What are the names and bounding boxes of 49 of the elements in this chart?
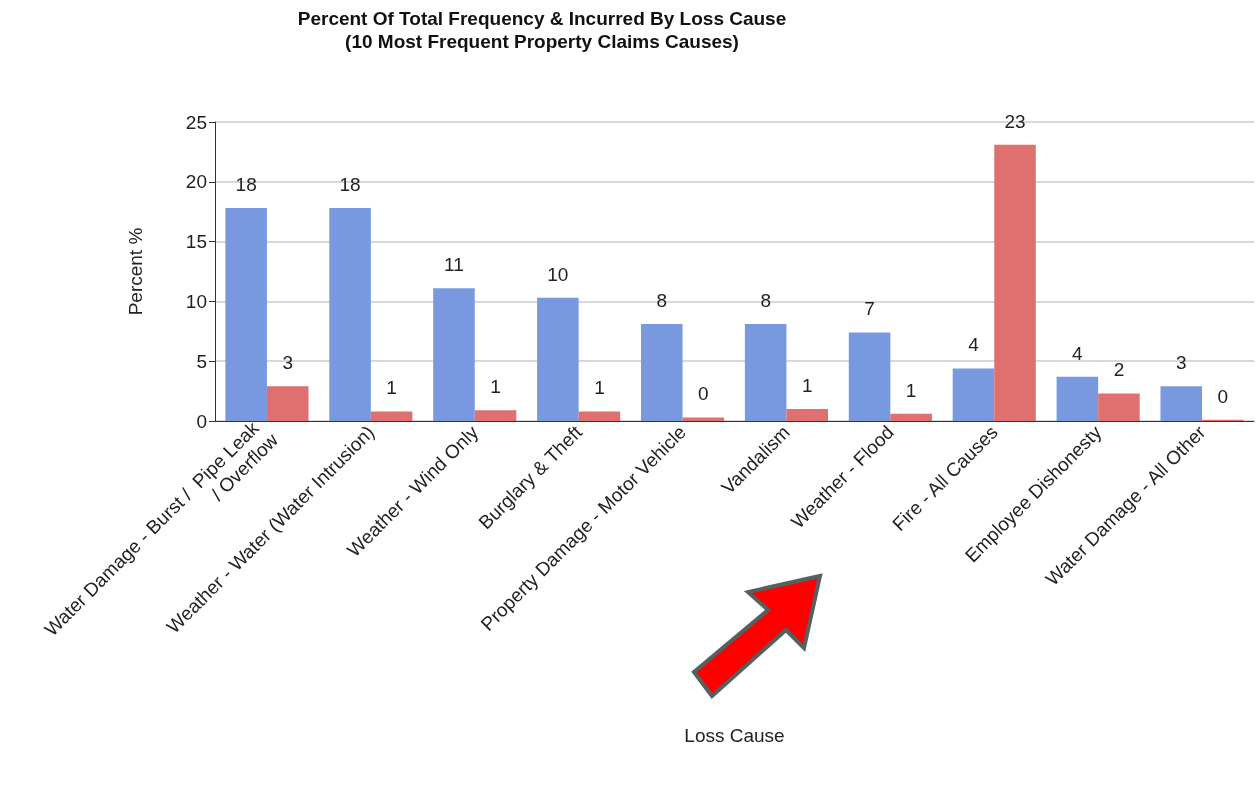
bar	[1098, 393, 1140, 421]
bar	[952, 368, 995, 421]
data-label: 3	[282, 352, 294, 374]
bar	[1056, 376, 1099, 421]
data-label: 7	[864, 298, 875, 320]
bar	[682, 417, 725, 421]
bar	[474, 410, 517, 421]
bar	[329, 208, 371, 421]
bar	[890, 413, 932, 421]
y-tick-label: 10	[185, 290, 207, 312]
bar	[744, 324, 787, 421]
data-label: 1	[801, 375, 813, 397]
chart-title: Percent Of Total Frequency & Incurred By Loss Cause	[297, 8, 787, 29]
chart-subtitle: (10 Most Frequent Property Claims Causes)	[345, 31, 739, 52]
data-label: 1	[386, 377, 397, 399]
data-label: 18	[235, 174, 257, 196]
bar	[433, 288, 475, 421]
data-label: 4	[1072, 342, 1084, 364]
y-tick-label: 0	[196, 410, 207, 432]
data-label: 1	[594, 377, 605, 399]
data-label: 18	[339, 174, 361, 196]
bar	[994, 144, 1036, 421]
y-tick-label: 15	[185, 231, 207, 253]
x-axis-title: Loss Cause	[684, 725, 785, 746]
bar	[537, 297, 579, 421]
data-label: 10	[547, 263, 569, 285]
bar	[1160, 386, 1203, 421]
data-label: 23	[1004, 110, 1026, 132]
data-label: 3	[1175, 352, 1187, 374]
bar	[266, 386, 309, 421]
data-label: 1	[905, 379, 917, 401]
data-label: 4	[968, 334, 980, 356]
data-label: 2	[1113, 359, 1125, 381]
data-label: 0	[698, 383, 709, 405]
y-tick-label: 20	[185, 171, 207, 193]
bar	[225, 208, 267, 421]
y-tick-label: 5	[196, 350, 207, 372]
data-label: 8	[656, 290, 668, 312]
bar	[848, 332, 891, 421]
data-label: 11	[444, 254, 464, 276]
bar	[640, 324, 683, 421]
bar	[786, 409, 829, 421]
bar	[370, 411, 413, 421]
data-label: 0	[1217, 385, 1229, 407]
data-label: 1	[490, 376, 501, 398]
bar	[578, 411, 621, 421]
data-label: 8	[760, 290, 771, 312]
y-tick-label: 25	[185, 111, 207, 133]
y-axis-title: Percent %	[125, 227, 146, 316]
